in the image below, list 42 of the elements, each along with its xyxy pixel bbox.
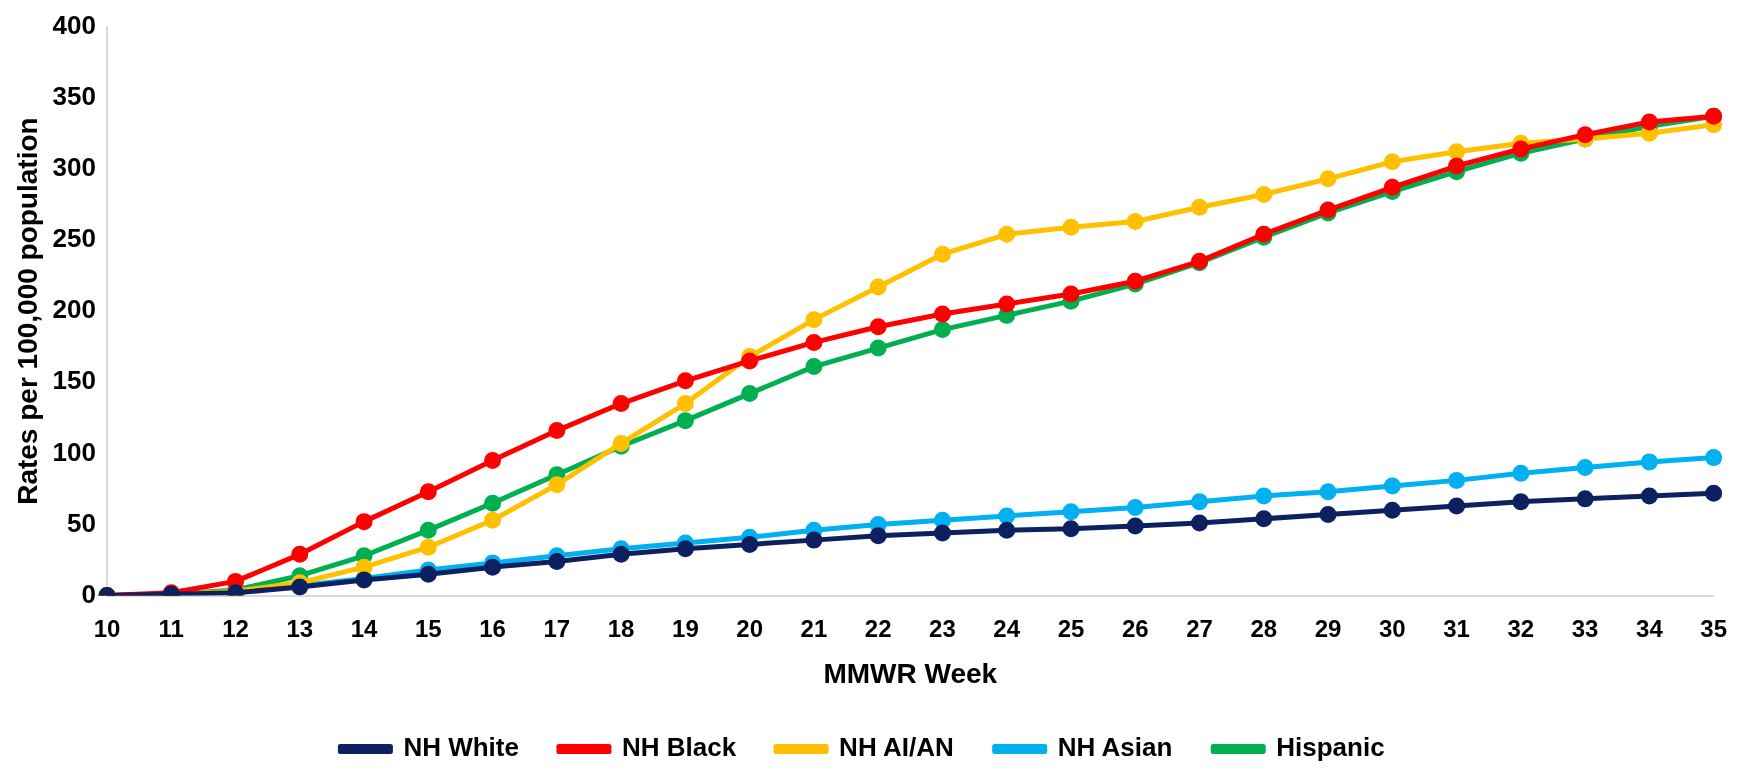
x-tick-label: 20 — [736, 614, 763, 642]
y-tick-label: 300 — [52, 152, 96, 183]
x-tick-label: 19 — [672, 614, 699, 642]
x-tick-label: 33 — [1571, 614, 1599, 642]
x-tick-label: 23 — [929, 614, 956, 642]
x-tick-label: 15 — [414, 614, 442, 642]
y-tick-label: 350 — [52, 80, 96, 111]
x-tick-label: 16 — [479, 614, 506, 642]
y-tick-label: 250 — [52, 223, 96, 254]
x-tick-label: 14 — [350, 614, 379, 642]
x-tick-label: 10 — [93, 614, 121, 642]
x-tick-label: 26 — [1121, 614, 1149, 642]
x-tick-label: 30 — [1378, 614, 1406, 642]
x-tick-label: 32 — [1507, 614, 1535, 642]
y-tick-label: 100 — [52, 436, 96, 467]
y-tick-label: 150 — [52, 365, 96, 396]
legend-label: Hispanic — [1276, 732, 1385, 763]
y-tick-label: 200 — [52, 294, 96, 325]
x-tick-label: 22 — [864, 614, 892, 642]
x-tick-label: 31 — [1443, 614, 1470, 642]
x-tick-label: 17 — [543, 614, 571, 642]
y-axis-title: Rates per 100,000 population — [11, 117, 43, 505]
legend-label: NH AI/AN — [839, 732, 954, 763]
x-tick-label: 11 — [158, 614, 184, 642]
y-tick-label: 0 — [81, 578, 96, 609]
x-tick-label: 25 — [1057, 614, 1085, 642]
x-tick-label: 29 — [1314, 614, 1342, 642]
x-tick-label: 21 — [800, 614, 828, 642]
legend-label: NH Asian — [1057, 732, 1173, 763]
x-tick-label: 34 — [1636, 614, 1664, 642]
x-tick-label: 12 — [222, 614, 249, 642]
x-tick-label: 27 — [1186, 614, 1213, 642]
legend-label: NH White — [403, 732, 519, 763]
x-tick-label: 35 — [1700, 614, 1727, 642]
x-tick-label: 28 — [1250, 614, 1278, 642]
legend-label: NH Black — [621, 732, 737, 763]
y-tick-label: 400 — [52, 9, 96, 40]
x-tick-label: 18 — [607, 614, 635, 642]
y-tick-label: 50 — [67, 507, 96, 538]
x-axis-title: MMWR Week — [823, 657, 998, 689]
x-tick-label: 13 — [286, 614, 314, 642]
x-tick-label: 24 — [993, 614, 1021, 642]
